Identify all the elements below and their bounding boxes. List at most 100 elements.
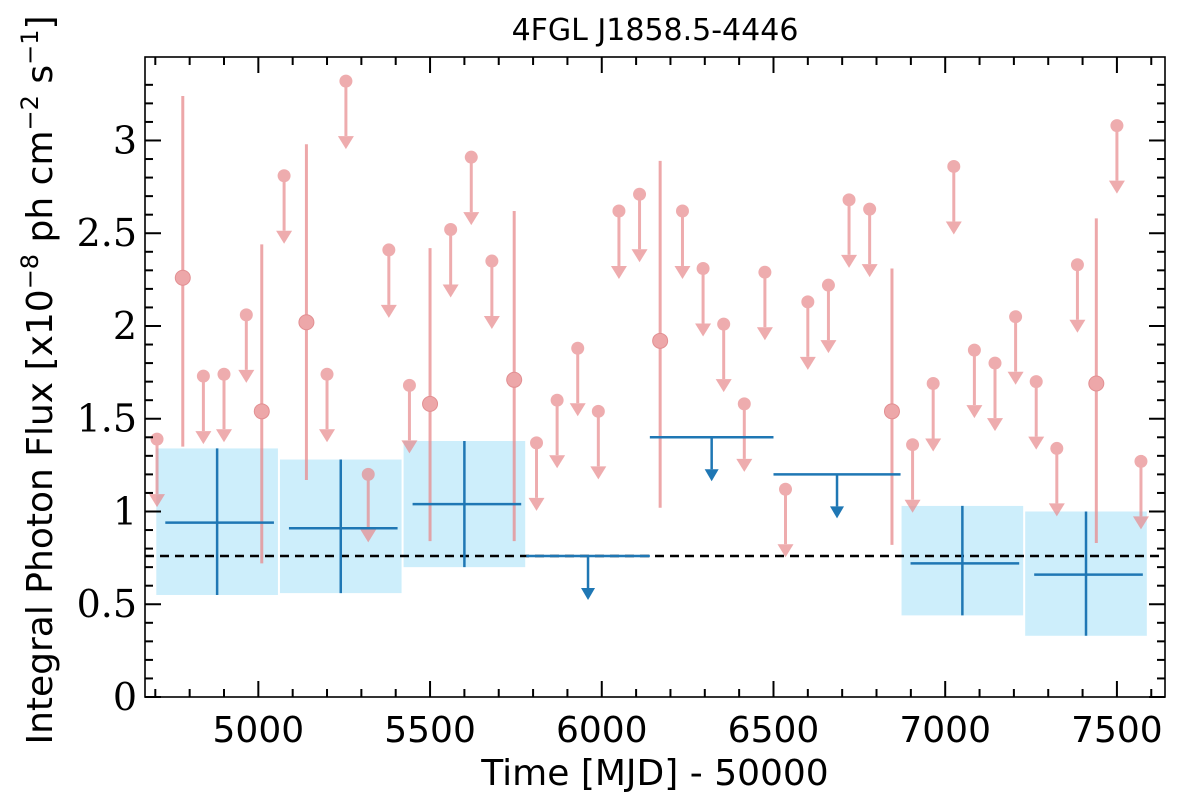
upper-limit-arrowhead: [319, 429, 336, 443]
fine-bin-upper-limit: [276, 169, 293, 244]
fine-bin-upper-limit: [631, 187, 648, 263]
upper-limit-arrowhead: [987, 418, 1003, 432]
fine-bin-detection: [253, 244, 270, 564]
upper-limit-arrowhead: [360, 529, 377, 543]
upper-limit-marker: [277, 169, 291, 183]
upper-limit-marker: [1029, 375, 1043, 389]
coarse-bin-bands: [156, 441, 1147, 636]
upper-limit-marker: [444, 223, 458, 237]
fine-bin-upper-limit: [337, 74, 354, 150]
coarse-bin-detection: [412, 441, 522, 568]
fine-bin-upper-limit: [966, 343, 983, 419]
upper-limit-marker: [571, 341, 585, 355]
fine-bin-detection: [652, 160, 669, 508]
detection-marker: [1088, 375, 1105, 392]
fine-bin-upper-limit: [1108, 119, 1125, 194]
upper-limit-arrowhead: [631, 249, 648, 263]
fine-bin-upper-limit: [238, 308, 255, 383]
fine-bin-upper-limit: [380, 243, 397, 318]
detection-marker: [506, 371, 523, 388]
fine-bin-upper-limit: [841, 193, 858, 268]
upper-limit-arrowhead: [380, 304, 397, 318]
upper-limit-marker: [591, 404, 605, 418]
detection-marker: [298, 314, 315, 331]
upper-limit-arrowhead: [1069, 319, 1086, 333]
y-tick-label: 1.5: [77, 397, 137, 441]
upper-limit-arrowhead: [945, 221, 962, 235]
fine-bin-upper-limit: [360, 467, 377, 543]
upper-limit-arrowhead: [401, 440, 418, 454]
upper-limit-arrowhead: [528, 497, 545, 511]
fine-bin-upper-limit: [799, 295, 816, 370]
fine-bin-upper-limit: [401, 378, 418, 454]
upper-limit-arrowhead: [841, 254, 858, 268]
upper-limit-arrowhead: [215, 429, 232, 443]
upper-limit-arrowhead: [149, 494, 166, 508]
upper-limit-arrowhead: [238, 369, 255, 383]
upper-limit-marker: [696, 261, 710, 275]
x-tick-label: 7500: [1071, 710, 1163, 751]
x-tick-label: 6500: [728, 710, 820, 751]
upper-limit-marker: [464, 150, 478, 164]
fine-bin-upper-limit: [1069, 258, 1086, 333]
upper-limit-arrowhead: [442, 284, 459, 298]
fine-bin-upper-limit: [715, 317, 732, 393]
upper-limit-marker: [402, 378, 416, 392]
fine-bin-upper-limit: [695, 261, 712, 337]
coarse-bin-detection: [1034, 511, 1143, 636]
x-tick-label: 7000: [899, 710, 991, 751]
x-axis-label: Time [MJD] - 50000: [480, 753, 828, 794]
upper-limit-marker: [550, 393, 564, 407]
upper-limit-marker: [239, 308, 253, 322]
fine-bin-upper-limit: [987, 356, 1003, 432]
fine-bin-detection: [883, 268, 900, 545]
upper-limit-marker: [779, 482, 793, 496]
upper-limit-arrowhead: [463, 212, 480, 226]
y-tick-label: 0.5: [77, 582, 137, 626]
fine-bin-upper-limit: [528, 436, 545, 511]
y-axis-label: Integral Photon Flux [x10−8 ph cm−2 s−1]: [16, 15, 61, 744]
upper-limit-marker: [530, 436, 544, 450]
fine-bin-upper-limit: [1028, 375, 1045, 450]
fine-bin-detection: [422, 248, 439, 542]
upper-limit-marker: [1050, 441, 1064, 455]
fine-bin-upper-limit: [1007, 310, 1024, 385]
fine-bin-series: [149, 74, 1149, 564]
detection-marker: [652, 332, 669, 349]
y-tick-label: 2.5: [77, 211, 137, 255]
upper-limit-marker: [758, 265, 772, 279]
upper-limit-marker: [485, 254, 499, 268]
fine-bin-upper-limit: [820, 278, 837, 354]
x-tick-label: 5500: [384, 710, 476, 751]
plot-frame: [144, 56, 1166, 698]
upper-limit-marker: [382, 243, 396, 257]
upper-limit-arrowhead: [549, 455, 566, 469]
fine-bin-upper-limit: [861, 202, 878, 278]
upper-limit-marker: [717, 317, 731, 331]
upper-limit-marker: [217, 367, 231, 381]
upper-limit-marker: [150, 432, 164, 446]
upper-limit-arrowhead: [861, 264, 878, 278]
fine-bin-upper-limit: [945, 159, 962, 235]
y-tick-label: 3: [113, 118, 137, 162]
upper-limit-arrowhead: [704, 469, 719, 482]
upper-limit-arrowhead: [966, 405, 983, 419]
y-tick-label: 1: [113, 489, 137, 533]
upper-limit-arrowhead: [1132, 516, 1149, 530]
chart-title: 4FGL J1858.5-4446: [512, 13, 799, 48]
upper-limit-marker: [842, 193, 856, 207]
upper-limit-arrowhead: [337, 136, 354, 150]
upper-limit-marker: [967, 343, 981, 357]
fine-bin-upper-limit: [925, 376, 942, 452]
fine-bin-detection: [1088, 218, 1105, 544]
detection-marker: [883, 403, 900, 420]
fine-bin-upper-limit: [483, 254, 500, 330]
upper-limit-marker: [988, 356, 1002, 370]
upper-limit-arrowhead: [904, 499, 921, 513]
upper-limit-marker: [633, 187, 647, 201]
upper-limit-arrowhead: [483, 316, 500, 330]
upper-limit-marker: [1009, 310, 1023, 324]
coarse-bin-detection: [910, 505, 1020, 616]
upper-limit-marker: [947, 159, 961, 173]
